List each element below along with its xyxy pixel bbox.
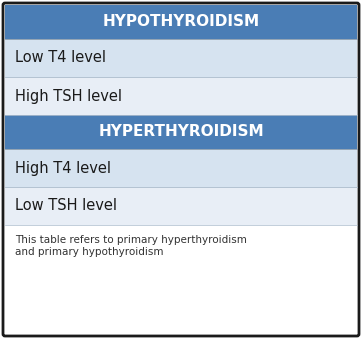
Text: Low TSH level: Low TSH level — [15, 199, 117, 214]
Text: HYPERTHYROIDISM: HYPERTHYROIDISM — [98, 124, 264, 140]
Bar — [5, 225, 357, 334]
Bar — [5, 115, 357, 149]
Text: High TSH level: High TSH level — [15, 88, 122, 103]
FancyBboxPatch shape — [3, 3, 359, 336]
Bar — [5, 77, 357, 115]
Bar — [5, 187, 357, 225]
Text: HYPOTHYROIDISM: HYPOTHYROIDISM — [102, 15, 260, 29]
Text: This table refers to primary hyperthyroidism
and primary hypothyroidism: This table refers to primary hyperthyroi… — [15, 235, 247, 257]
Bar — [5, 149, 357, 187]
Bar — [5, 39, 357, 77]
Bar — [5, 5, 357, 39]
Text: Low T4 level: Low T4 level — [15, 51, 106, 65]
Text: High T4 level: High T4 level — [15, 160, 111, 176]
